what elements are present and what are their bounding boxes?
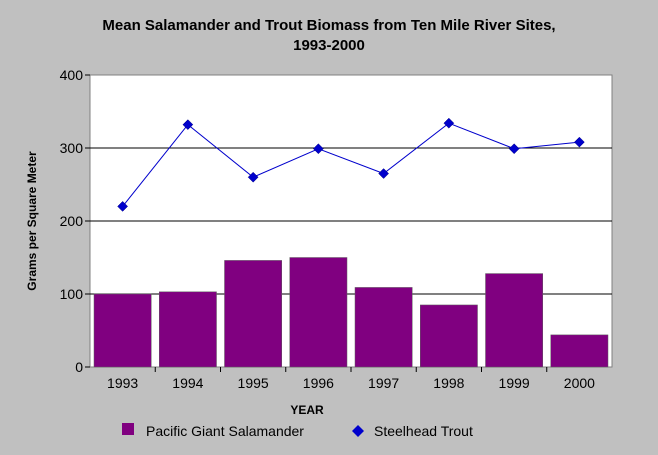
bar <box>354 287 413 368</box>
legend-label-trout: Steelhead Trout <box>374 423 473 439</box>
bar <box>159 291 217 368</box>
y-tick-label: 0 <box>75 359 83 375</box>
x-tick-label: 1993 <box>107 375 138 391</box>
x-tick-label: 1999 <box>499 375 530 391</box>
trout-point <box>313 143 324 155</box>
x-tick-label: 1996 <box>303 375 334 391</box>
bar <box>224 260 282 368</box>
x-tick-label: 1998 <box>433 375 464 391</box>
trout-point <box>378 168 389 179</box>
legend: Pacific Giant Salamander Steelhead Trout <box>122 423 473 439</box>
y-tick-label: 100 <box>60 286 84 302</box>
x-tick-label: 1997 <box>368 375 399 391</box>
trout-point <box>574 136 585 148</box>
bar <box>550 334 609 368</box>
x-tick-label: 2000 <box>564 375 595 391</box>
trout-point <box>508 143 520 155</box>
legend-label-salamander: Pacific Giant Salamander <box>146 423 304 439</box>
trout-series-line <box>122 122 580 207</box>
trout-line <box>117 117 585 212</box>
y-tick-label: 300 <box>60 140 84 156</box>
x-tick-label: 1994 <box>172 375 203 391</box>
y-axis-title: Grams per Square Meter <box>25 151 39 291</box>
legend-swatch-salamander <box>122 423 134 435</box>
bar <box>93 293 152 368</box>
trout-point <box>117 201 128 212</box>
chart-title: Mean Salamander and Trout Biomass from T… <box>102 17 555 34</box>
x-tick-label: 1995 <box>238 375 269 391</box>
salamander-bars <box>93 257 609 368</box>
bar <box>420 304 478 368</box>
x-axis-ticks: 1993 1994 1995 1996 1997 1998 1999 2000 <box>107 367 595 391</box>
y-tick-label: 400 <box>60 67 84 83</box>
trout-point <box>247 171 259 183</box>
bar <box>289 257 348 368</box>
chart-subtitle: 1993-2000 <box>293 37 365 54</box>
x-axis-title: YEAR <box>290 403 324 417</box>
y-axis-ticks: 0 100 200 300 400 <box>60 67 90 375</box>
legend-marker-trout <box>352 425 364 437</box>
y-tick-label: 200 <box>60 213 84 229</box>
trout-point <box>182 119 194 130</box>
trout-point <box>443 117 455 129</box>
bar <box>485 273 543 368</box>
